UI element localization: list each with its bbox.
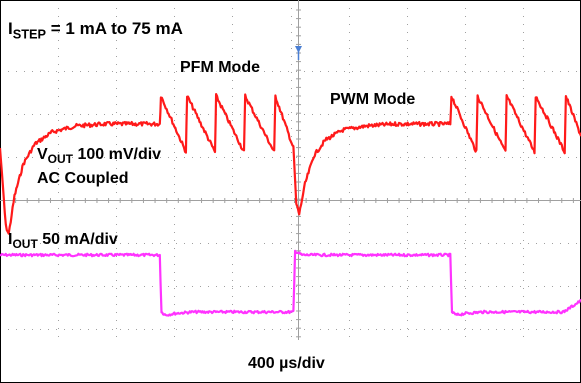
vout-scale-label: VOUT 100 mV/div bbox=[37, 146, 162, 167]
timebase-label: 400 µs/div bbox=[248, 355, 325, 372]
istep-label: ISTEP = 1 mA to 75 mA bbox=[8, 19, 183, 42]
pfm-mode-label: PFM Mode bbox=[180, 59, 260, 76]
vout-trace bbox=[0, 93, 581, 235]
ac-coupled-label: AC Coupled bbox=[37, 170, 129, 187]
pwm-mode-label: PWM Mode bbox=[330, 91, 416, 108]
iout-scale-label: IOUT 50 mA/div bbox=[8, 231, 118, 252]
iout-trace bbox=[0, 249, 581, 317]
graticule bbox=[0, 0, 581, 340]
trace-layer bbox=[0, 93, 581, 317]
